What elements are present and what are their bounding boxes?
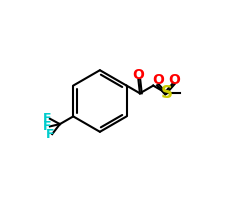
Text: O: O — [169, 73, 181, 87]
Text: O: O — [153, 73, 164, 87]
Text: S: S — [161, 84, 173, 102]
Text: F: F — [45, 128, 54, 141]
Text: O: O — [132, 68, 144, 82]
Text: F: F — [43, 112, 52, 125]
Text: F: F — [43, 120, 52, 133]
